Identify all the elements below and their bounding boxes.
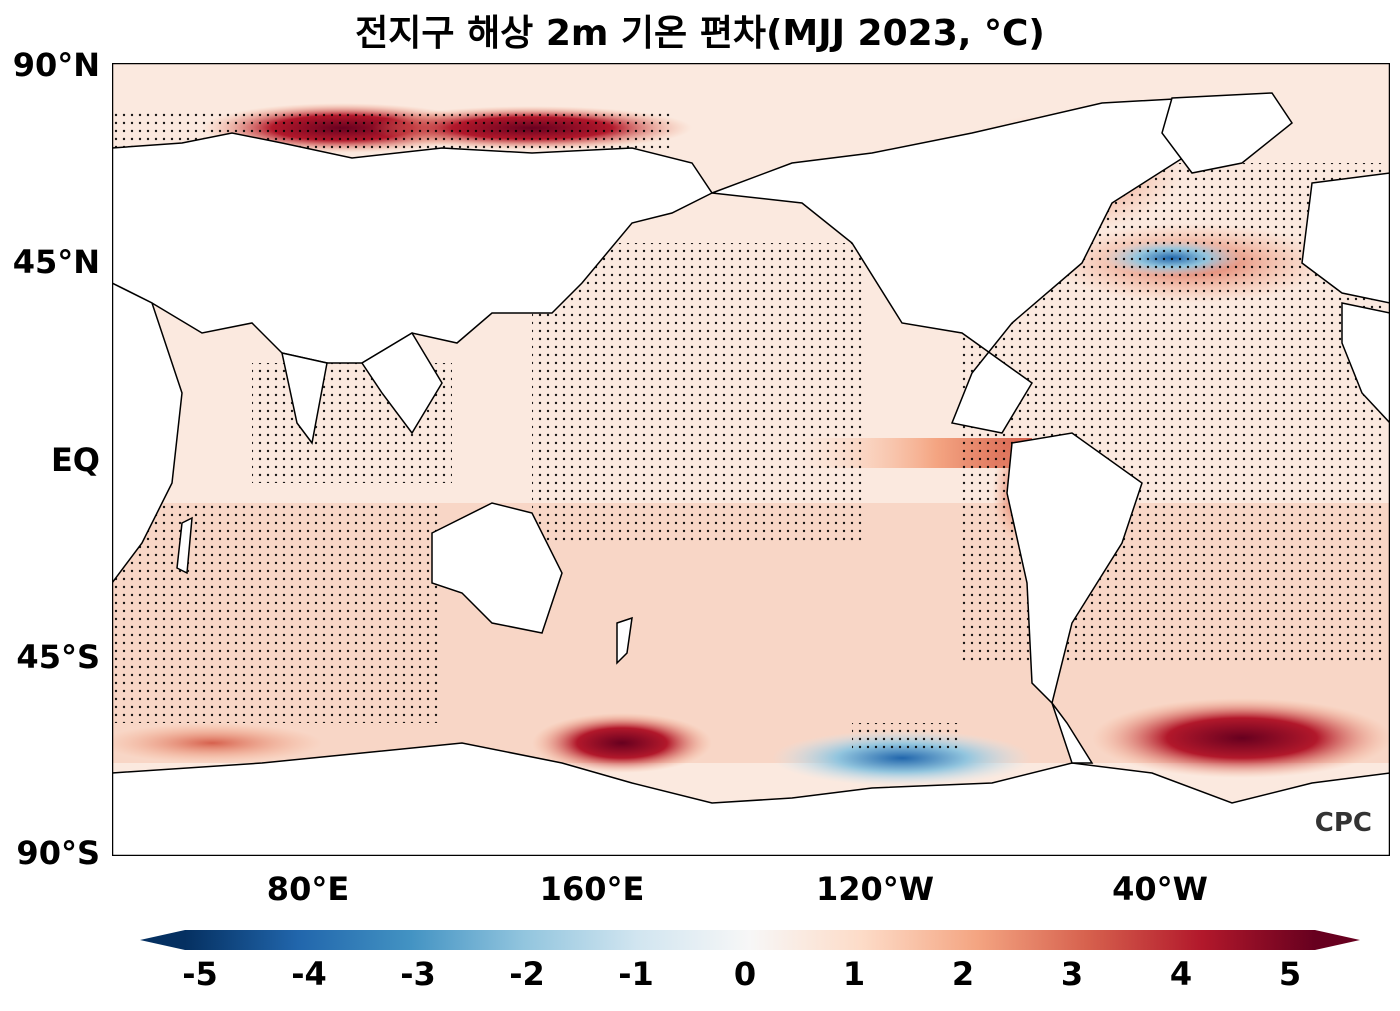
south-america-land: [1006, 432, 1143, 705]
stipple-indian: [112, 503, 442, 723]
land-masses: [112, 92, 1390, 856]
lon-label-160e: 160°E: [539, 870, 645, 908]
new-zealand-land: [616, 616, 633, 665]
lat-label-eq: EQ: [50, 441, 100, 479]
anomaly-map: [112, 63, 1390, 856]
colorbar-bar: [185, 930, 1315, 950]
west-africa-land: [1341, 302, 1390, 425]
colorbar-tick-label: -1: [618, 955, 654, 993]
map-title: 전지구 해상 2m 기온 편차(MJJ 2023, °C): [355, 13, 1045, 54]
antarctic-peninsula-land: [1051, 702, 1094, 764]
indian-ocean-south-anomaly: [112, 723, 322, 763]
colorbar-tick-label: -5: [182, 955, 218, 993]
lat-label-90n: 90°N: [12, 46, 100, 84]
africa-land: [112, 282, 183, 585]
australia-land: [431, 502, 563, 634]
colorbar-tick-label: -4: [291, 955, 327, 993]
lon-label-40w: 40°W: [1112, 870, 1208, 908]
colorbar-tick-label: 4: [1169, 955, 1193, 993]
stipple-north-pacific: [532, 243, 862, 543]
colorbar-high-extend: [1315, 930, 1360, 950]
colorbar-low-extend: [140, 930, 185, 950]
amundsen-sea-cool: [772, 730, 1032, 786]
lon-label-120w: 120°W: [815, 870, 935, 908]
colorbar: [140, 930, 1360, 950]
madagascar-land: [176, 516, 193, 575]
india-land: [281, 352, 328, 445]
lon-label-80e: 80°E: [266, 870, 350, 908]
map-frame: [112, 63, 1390, 856]
ross-sea-anomaly: [532, 713, 712, 773]
southeast-asia-land: [360, 331, 443, 435]
antarctica-land: [112, 742, 1390, 856]
lat-label-45s: 45°S: [16, 638, 100, 676]
colorbar-tick-label: 0: [733, 955, 757, 993]
weddell-sea-anomaly: [1092, 698, 1390, 778]
colorbar-tick-label: -3: [400, 955, 436, 993]
cpc-logo: CPC: [1314, 808, 1372, 838]
north-america-land: [711, 97, 1224, 434]
colorbar-tick-label: 2: [951, 955, 975, 993]
stipple-amundsen: [852, 723, 962, 753]
greenland-land: [1161, 92, 1294, 174]
lat-label-90s: 90°S: [16, 834, 100, 872]
colorbar-tick-label: 5: [1278, 955, 1302, 993]
eurasia-land: [112, 132, 714, 364]
colorbar-tick-label: 1: [842, 955, 866, 993]
colorbar-tick-label: 3: [1060, 955, 1084, 993]
europe-land: [1301, 172, 1390, 304]
lat-label-45n: 45°N: [12, 243, 100, 281]
colorbar-tick-label: -2: [509, 955, 545, 993]
